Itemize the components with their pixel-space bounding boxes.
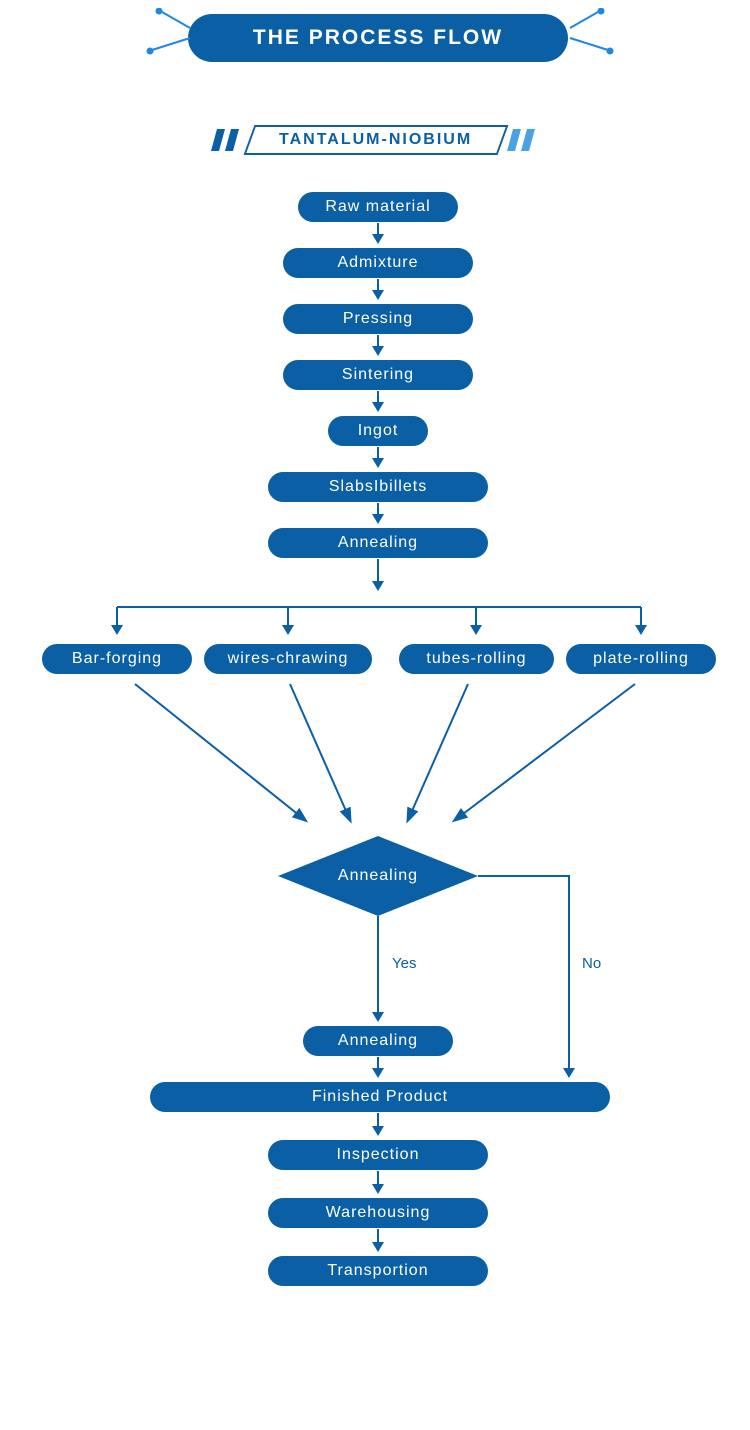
decision-no-label: No <box>582 955 601 972</box>
node-annealing-2: Annealing <box>303 1026 453 1056</box>
arrow-connector <box>377 1057 379 1068</box>
node-label: Transportion <box>327 1262 428 1280</box>
node-label: Finished Product <box>312 1088 448 1106</box>
arrow-connector <box>377 1171 379 1184</box>
decision-yes-label: Yes <box>392 955 416 972</box>
arrow-down-icon <box>372 1126 384 1136</box>
arrow-down-icon <box>372 1242 384 1252</box>
arrow-down-icon <box>372 1184 384 1194</box>
node-label: Annealing <box>338 867 418 885</box>
arrow-down-icon <box>563 1068 575 1078</box>
node-inspection: Inspection <box>268 1140 488 1170</box>
arrow-connector <box>377 916 379 1012</box>
node-label: Inspection <box>337 1146 420 1164</box>
node-transportion: Transportion <box>268 1256 488 1286</box>
arrow-down-icon <box>372 1068 384 1078</box>
no-path-horizontal <box>478 875 570 877</box>
no-path-vertical <box>568 875 570 1068</box>
arrow-connector <box>377 1113 379 1126</box>
arrow-down-icon <box>372 1012 384 1022</box>
node-warehousing: Warehousing <box>268 1198 488 1228</box>
arrow-connector <box>377 1229 379 1242</box>
node-label: Annealing <box>338 1032 418 1050</box>
node-finished-product: Finished Product <box>150 1082 610 1112</box>
converge-arrows <box>0 0 750 900</box>
node-label: Warehousing <box>326 1204 431 1222</box>
